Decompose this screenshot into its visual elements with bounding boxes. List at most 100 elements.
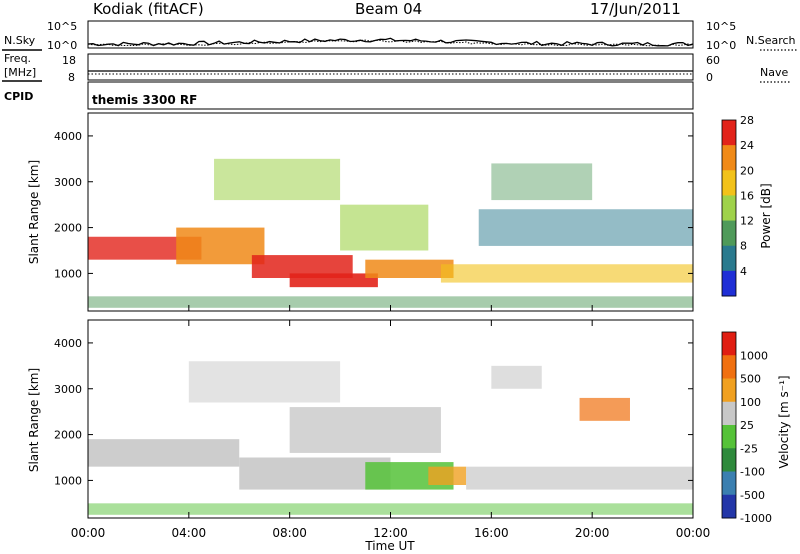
freq-left-label-2: [MHz]	[4, 66, 36, 79]
velocity-colorbar-tick-5: -100	[740, 466, 765, 479]
velocity-colorbar-band-7	[722, 494, 736, 519]
velocity-colorbar-tick-0: 1000	[740, 349, 768, 362]
velocity-colorbar-tick-3: 25	[740, 419, 754, 432]
velocity-region-4	[428, 466, 467, 485]
power-ytick-label-0: 1000	[54, 267, 82, 280]
power-colorbar-tick-3: 16	[740, 189, 754, 202]
power-region-7	[478, 209, 693, 246]
power-colorbar-label: Power [dB]	[759, 183, 773, 248]
velocity-ytick-label-1: 2000	[54, 429, 82, 442]
velocity-colorbar-tick-1: 500	[740, 373, 761, 386]
velocity-region-6	[491, 365, 542, 389]
noise-right-tick-bottom: 10^0	[706, 39, 736, 52]
power-region-10	[491, 163, 593, 201]
xtick-label-6: 00:00	[676, 526, 711, 540]
noise-right-tick-top: 10^5	[706, 20, 736, 33]
noise-left-label: N.Sky	[4, 34, 36, 47]
velocity-region-5	[466, 466, 693, 490]
velocity-colorbar-band-0	[722, 332, 736, 356]
power-ylabel: Slant Range [km]	[27, 160, 41, 264]
power-y-axis: 1000 2000 3000 4000	[54, 130, 693, 280]
velocity-colorbar-band-1	[722, 355, 736, 379]
noise-sky-line	[87, 37, 694, 47]
noise-right-label: N.Search	[746, 34, 796, 47]
power-region-0	[88, 236, 202, 260]
velocity-colorbar-label: Velocity [m s⁻¹]	[777, 375, 791, 468]
velocity-region-8	[88, 503, 693, 515]
power-colorbar-tick-0: 4	[740, 265, 747, 278]
xtick-label-1: 04:00	[172, 526, 207, 540]
velocity-ytick-label-3: 4000	[54, 337, 82, 350]
power-colorbar-band-5	[722, 245, 736, 272]
xtick-label-5: 20:00	[575, 526, 610, 540]
freq-right-label: Nave	[760, 66, 788, 79]
power-panel: 1000 2000 3000 4000 Slant Range [km] 4 8 12 16…	[27, 112, 773, 312]
date-title: 17/Jun/2011	[590, 0, 681, 18]
power-colorbar-tick-5: 24	[740, 139, 754, 152]
velocity-region-9	[188, 361, 341, 403]
velocity-colorbar-tick-6: -500	[740, 489, 765, 502]
velocity-y-axis: 1000 2000 3000 4000	[54, 337, 693, 487]
velocity-colorbar-tick-7: -1000	[740, 512, 772, 525]
beam-title: Beam 04	[355, 0, 422, 18]
power-colorbar-band-2	[722, 170, 736, 196]
station-title: Kodiak (fitACF)	[93, 0, 204, 18]
velocity-ylabel: Slant Range [km]	[27, 368, 41, 472]
velocity-colorbar-band-3	[722, 401, 736, 426]
velocity-region-0	[88, 439, 240, 467]
noise-left-tick-bottom: 10^0	[47, 39, 77, 52]
velocity-colorbar: 1000 500 100 25 -25 -100 -500 -1000	[721, 331, 772, 525]
velocity-colorbar-band-4	[722, 425, 736, 449]
cpid-panel: CPID themis 3300 RF	[4, 81, 694, 110]
power-echo-regions	[88, 158, 693, 308]
freq-panel: Freq. [MHz] 18 8 60 0 Nave	[2, 52, 790, 84]
xtick-label-4: 16:00	[474, 526, 509, 540]
velocity-echo-regions	[88, 361, 693, 515]
xtick-label-3: 12:00	[373, 526, 408, 540]
power-ytick-label-2: 3000	[54, 176, 82, 189]
power-region-2	[251, 255, 353, 278]
power-region-3	[289, 273, 378, 288]
power-region-1	[176, 227, 265, 265]
time-axis: 00:00 04:00 08:00 12:00 16:00 20:00 00:00	[71, 305, 711, 540]
freq-left-tick-bottom: 8	[68, 71, 75, 84]
power-region-9	[88, 296, 693, 308]
velocity-colorbar-band-6	[722, 471, 736, 496]
power-region-6	[214, 158, 341, 201]
cpid-label: CPID	[4, 90, 33, 103]
velocity-colorbar-tick-2: 100	[740, 396, 761, 409]
velocity-region-2	[289, 407, 441, 453]
velocity-colorbar-band-5	[722, 448, 736, 472]
power-region-4	[365, 259, 454, 278]
freq-left-tick-top: 18	[62, 54, 76, 67]
power-colorbar-tick-1: 8	[740, 240, 747, 253]
noise-left-tick-top: 10^5	[47, 20, 77, 33]
power-ytick-label-3: 4000	[54, 130, 82, 143]
power-colorbar-band-1	[722, 145, 736, 171]
freq-right-tick-top: 60	[706, 54, 720, 67]
power-region-5	[340, 204, 429, 251]
xtick-label-0: 00:00	[71, 526, 106, 540]
velocity-colorbar-band-2	[722, 378, 736, 403]
cpid-program: themis 3300 RF	[92, 93, 197, 107]
power-colorbar-band-0	[722, 120, 736, 146]
power-colorbar-tick-6: 28	[740, 114, 754, 127]
power-colorbar-band-4	[722, 220, 736, 247]
power-colorbar-tick-2: 12	[740, 215, 754, 228]
power-colorbar-tick-4: 20	[740, 164, 754, 177]
freq-right-tick-bottom: 0	[706, 71, 713, 84]
power-colorbar-band-6	[722, 270, 736, 297]
velocity-colorbar-tick-4: -25	[740, 442, 758, 455]
power-colorbar: 4 8 12 16 20 24 28	[721, 114, 754, 297]
power-ytick-label-1: 2000	[54, 222, 82, 235]
power-colorbar-band-3	[722, 195, 736, 222]
velocity-panel: 1000 2000 3000 4000 Slant Range [km] 1000 50…	[27, 319, 791, 525]
noise-panel: N.Sky 10^5 10^0 10^5 10^0 N.Search	[2, 20, 798, 52]
xtick-label-2: 08:00	[272, 526, 307, 540]
velocity-ytick-label-0: 1000	[54, 474, 82, 487]
xaxis-label: Time UT	[364, 539, 415, 553]
velocity-ytick-label-2: 3000	[54, 383, 82, 396]
freq-left-label-1: Freq.	[4, 52, 31, 65]
power-region-8	[440, 264, 693, 283]
velocity-region-7	[579, 397, 630, 421]
